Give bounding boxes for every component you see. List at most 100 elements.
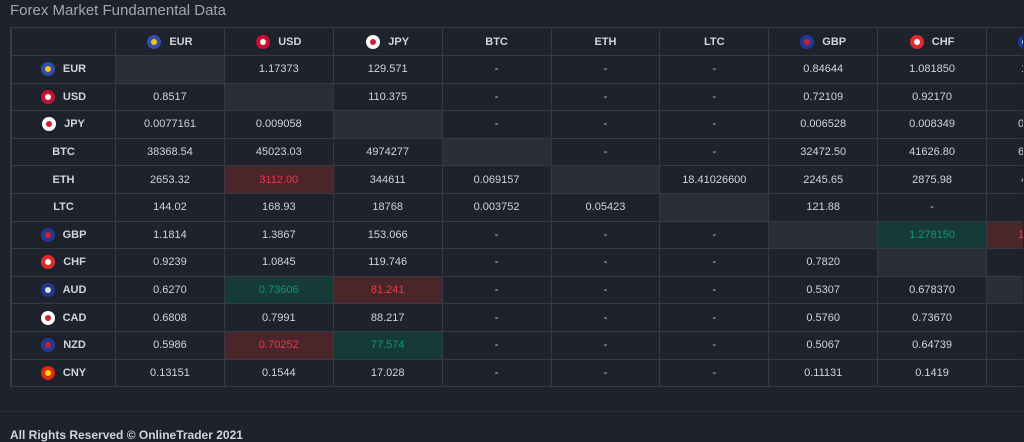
row-header: CHF (11, 248, 116, 277)
column-header: AUD (986, 27, 1023, 56)
rate-cell: 0.92170 (877, 82, 987, 112)
row-label: JPY (64, 118, 85, 131)
column-label: BTC (485, 35, 508, 48)
row-label: BTC (52, 146, 75, 159)
table-row: CNY0.131510.154417.028---0.111310.14190.… (11, 358, 1023, 388)
table-row: JPY0.00771610.009058---0.0065280.0083490… (11, 110, 1023, 139)
rate-cell: - (441, 303, 552, 332)
rate-cell: 0.5067 (768, 330, 879, 360)
rate-cell: - (550, 303, 661, 332)
flag-icon (909, 34, 924, 49)
rate-cell: 77.574 (332, 330, 443, 360)
rate-cell: - (441, 55, 552, 84)
rate-cell: 2875.98 (877, 165, 987, 194)
flag-icon (40, 227, 55, 242)
row-label: CHF (63, 256, 86, 269)
rate-cell: - (441, 220, 552, 250)
rate-cell: 2245.65 (768, 165, 879, 194)
column-label: EUR (169, 35, 193, 48)
rate-cell: 121.88 (768, 192, 879, 222)
row-label: AUD (62, 283, 87, 296)
flag-icon (147, 34, 162, 49)
rate-cell: - (441, 110, 552, 139)
rate-cell: 0.5760 (768, 303, 879, 332)
column-label: LTC (704, 35, 725, 48)
flag-icon (40, 310, 55, 325)
rate-cell: 0.006528 (768, 110, 879, 139)
row-label: CNY (62, 366, 87, 379)
rate-cell: - (659, 110, 770, 139)
rate-cell: - (441, 248, 552, 277)
empty-cell (768, 220, 879, 250)
empty-cell (441, 137, 552, 167)
rates-table: EURUSDJPYBTCETHLTCGBPCHFAUD EUR1.1737312… (11, 27, 1023, 388)
page-title: Forex Market Fundamental Data (10, 2, 226, 19)
rate-cell: 38368.54 (115, 137, 225, 167)
row-label: EUR (62, 63, 87, 76)
column-label: JPY (388, 35, 410, 48)
rate-cell: - (550, 220, 661, 250)
rate-cell: 81.241 (332, 275, 443, 305)
rate-cell: 0.6808 (115, 303, 225, 332)
row-label: NZD (63, 339, 86, 352)
row-header: JPY (11, 110, 116, 139)
flag-icon (366, 34, 381, 49)
corner-cell (11, 27, 116, 56)
row-header: CNY (11, 358, 116, 388)
rate-cell: 1.883680 (986, 220, 1023, 250)
rate-cell: 0.73606 (223, 275, 334, 305)
table-row: ETH 2653.32 3112.00 344611 0.069157 18.410266… (11, 165, 1023, 194)
row-label: USD (62, 90, 87, 103)
row-label: ETH (52, 173, 75, 186)
rate-cell: - (659, 137, 770, 167)
column-header: GBP (768, 27, 879, 56)
rate-cell: 0.11131 (768, 358, 879, 388)
flag-icon (256, 34, 271, 49)
rate-cell: 0.9239 (115, 248, 225, 277)
rate-cell: 0.5986 (115, 330, 225, 360)
empty-cell (115, 55, 225, 84)
table-row: NZD0.59860.7025277.574---0.50670.647390.… (11, 330, 1023, 360)
rate-cell: 0.8517 (115, 82, 225, 112)
rate-cell: 0.1419 (877, 358, 987, 388)
flag-icon (40, 365, 55, 380)
flag-icon (1018, 34, 1023, 49)
rate-cell: 4249.49 (986, 165, 1023, 194)
rate-cell: 1.3867 (223, 220, 334, 250)
rate-cell: 1.081850 (877, 55, 987, 84)
column-label: CHF (931, 35, 955, 48)
empty-cell (550, 165, 661, 194)
rate-cell: - (659, 248, 770, 277)
rate-cell: - (441, 275, 552, 305)
row-label: LTC (53, 201, 74, 214)
column-header: JPY (332, 27, 443, 56)
rate-cell: 1.4732 (986, 248, 1023, 277)
rate-cell: 18.41026600 (659, 165, 770, 194)
flag-icon (40, 62, 55, 77)
rate-cell: - (550, 110, 661, 139)
table-container: EURUSDJPYBTCETHLTCGBPCHFAUD EUR1.1737312… (10, 27, 1023, 388)
rate-cell: 0.9544 (986, 330, 1023, 360)
rate-cell: - (550, 275, 661, 305)
rate-cell: 1.3582 (986, 82, 1023, 112)
row-header: AUD (11, 275, 116, 305)
rate-cell: 32472.50 (768, 137, 879, 167)
empty-cell (223, 82, 334, 112)
rate-cell: 168.93 (223, 192, 334, 222)
rate-cell: 0.069157 (441, 165, 552, 194)
rate-cell: - (659, 275, 770, 305)
rate-cell: 0.205 (986, 358, 1023, 388)
flag-icon (800, 34, 815, 49)
empty-cell (659, 192, 770, 222)
rate-cell: - (550, 137, 661, 167)
table-row: BTC 38368.54 45023.03 4974277- -32472.50 4162… (11, 137, 1023, 167)
row-header: EUR (11, 55, 116, 84)
rate-cell: - (550, 82, 661, 112)
rate-cell: - (659, 55, 770, 84)
rate-cell: - (441, 82, 552, 112)
rate-cell: 0.70252 (223, 330, 334, 360)
column-header: ETH (550, 27, 661, 56)
